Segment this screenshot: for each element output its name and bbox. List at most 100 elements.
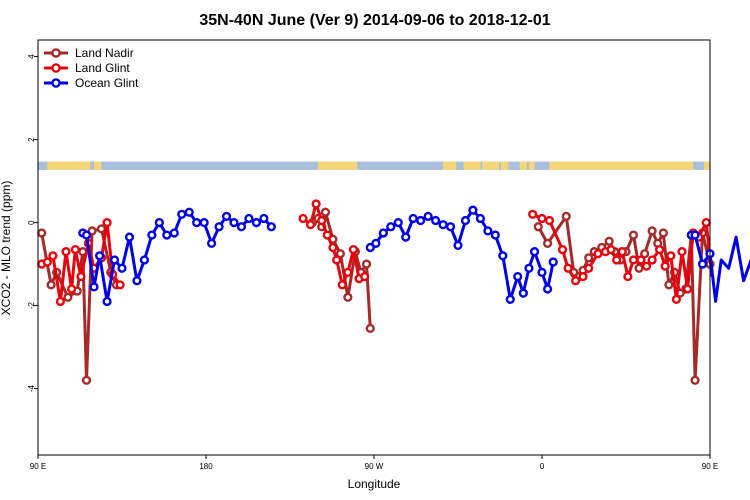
land-segment bbox=[463, 161, 481, 170]
data-point bbox=[360, 271, 370, 282]
data-point bbox=[94, 251, 105, 261]
x-axis-label: Longitude bbox=[348, 477, 401, 491]
land-segment bbox=[94, 161, 102, 170]
data-point bbox=[690, 230, 700, 240]
data-point bbox=[453, 240, 463, 251]
data-point bbox=[393, 218, 403, 228]
data-point bbox=[617, 247, 627, 257]
data-point bbox=[438, 220, 448, 230]
data-point bbox=[177, 209, 187, 219]
data-point bbox=[518, 288, 528, 298]
data-point bbox=[634, 263, 644, 273]
data-point bbox=[537, 267, 547, 278]
data-point bbox=[431, 215, 441, 226]
legend-swatch-marker bbox=[51, 78, 61, 88]
data-point bbox=[401, 232, 411, 242]
data-point bbox=[604, 236, 614, 246]
data-point bbox=[337, 280, 347, 290]
data-point bbox=[61, 247, 71, 257]
data-point bbox=[505, 294, 515, 304]
data-point bbox=[214, 222, 224, 232]
data-point bbox=[89, 282, 99, 292]
data-point bbox=[563, 263, 573, 273]
data-point bbox=[570, 276, 581, 286]
data-point bbox=[671, 294, 682, 304]
series-line-land-glint bbox=[532, 212, 714, 301]
data-point bbox=[666, 251, 676, 261]
data-point bbox=[697, 259, 708, 269]
data-point bbox=[320, 207, 331, 217]
data-point bbox=[162, 230, 172, 240]
data-point bbox=[542, 284, 553, 294]
x-tick-label: 90 E bbox=[702, 462, 718, 471]
data-point bbox=[365, 242, 375, 253]
data-point bbox=[654, 244, 665, 255]
ocean-band bbox=[38, 161, 710, 170]
data-point bbox=[513, 271, 523, 282]
data-point bbox=[311, 199, 321, 209]
data-point bbox=[584, 253, 594, 263]
x-tick-label: 90 W bbox=[365, 462, 384, 471]
data-point bbox=[244, 213, 254, 224]
data-point bbox=[229, 218, 239, 228]
series-group bbox=[37, 199, 750, 385]
land-segment bbox=[482, 161, 500, 170]
data-point bbox=[533, 222, 543, 232]
data-point bbox=[87, 226, 97, 236]
data-point bbox=[498, 251, 508, 261]
y-tick-label: -2 bbox=[27, 301, 36, 309]
y-tick-label: -4 bbox=[27, 384, 36, 392]
data-point bbox=[647, 255, 657, 265]
data-point bbox=[251, 218, 262, 228]
data-point bbox=[378, 228, 388, 238]
data-point bbox=[96, 224, 107, 234]
data-point bbox=[348, 244, 359, 255]
series-line-land-nadir bbox=[536, 214, 712, 382]
data-point bbox=[664, 280, 674, 290]
data-point bbox=[317, 215, 327, 226]
data-point bbox=[109, 255, 120, 265]
data-point bbox=[207, 238, 217, 248]
land-segment bbox=[443, 161, 457, 170]
data-point bbox=[42, 257, 52, 267]
chart-title: 35N-40N June (Ver 9) 2014-09-06 to 2018-… bbox=[199, 12, 550, 29]
data-point bbox=[81, 375, 92, 385]
data-point bbox=[46, 280, 56, 290]
data-point bbox=[557, 244, 568, 255]
data-point bbox=[542, 238, 553, 248]
data-point bbox=[343, 292, 353, 302]
data-point bbox=[641, 261, 652, 271]
data-point bbox=[612, 255, 622, 265]
land-segment bbox=[519, 161, 528, 170]
data-point bbox=[124, 232, 135, 242]
data-point bbox=[690, 375, 700, 385]
data-point bbox=[332, 255, 342, 265]
y-tick-label: 2 bbox=[27, 137, 36, 142]
land-segment bbox=[704, 161, 710, 170]
x-tick-label: 90 E bbox=[30, 462, 46, 471]
data-point bbox=[298, 213, 308, 224]
data-point bbox=[37, 228, 47, 238]
data-point bbox=[266, 222, 276, 232]
data-point bbox=[475, 213, 486, 224]
data-point bbox=[147, 230, 157, 240]
data-point bbox=[483, 226, 493, 236]
data-point bbox=[445, 222, 456, 232]
data-point bbox=[701, 218, 711, 228]
data-point bbox=[55, 296, 66, 307]
data-point bbox=[593, 249, 603, 259]
data-point bbox=[76, 271, 86, 282]
data-point bbox=[628, 255, 639, 265]
data-point bbox=[544, 215, 555, 226]
legend-label: Land Nadir bbox=[75, 46, 134, 60]
data-point bbox=[636, 255, 646, 265]
x-tick-label: 180 bbox=[199, 462, 213, 471]
data-point bbox=[63, 292, 73, 302]
data-point bbox=[606, 244, 616, 255]
data-point bbox=[335, 249, 346, 259]
data-point bbox=[423, 211, 433, 221]
land-segment bbox=[318, 161, 358, 170]
data-point bbox=[305, 220, 316, 230]
